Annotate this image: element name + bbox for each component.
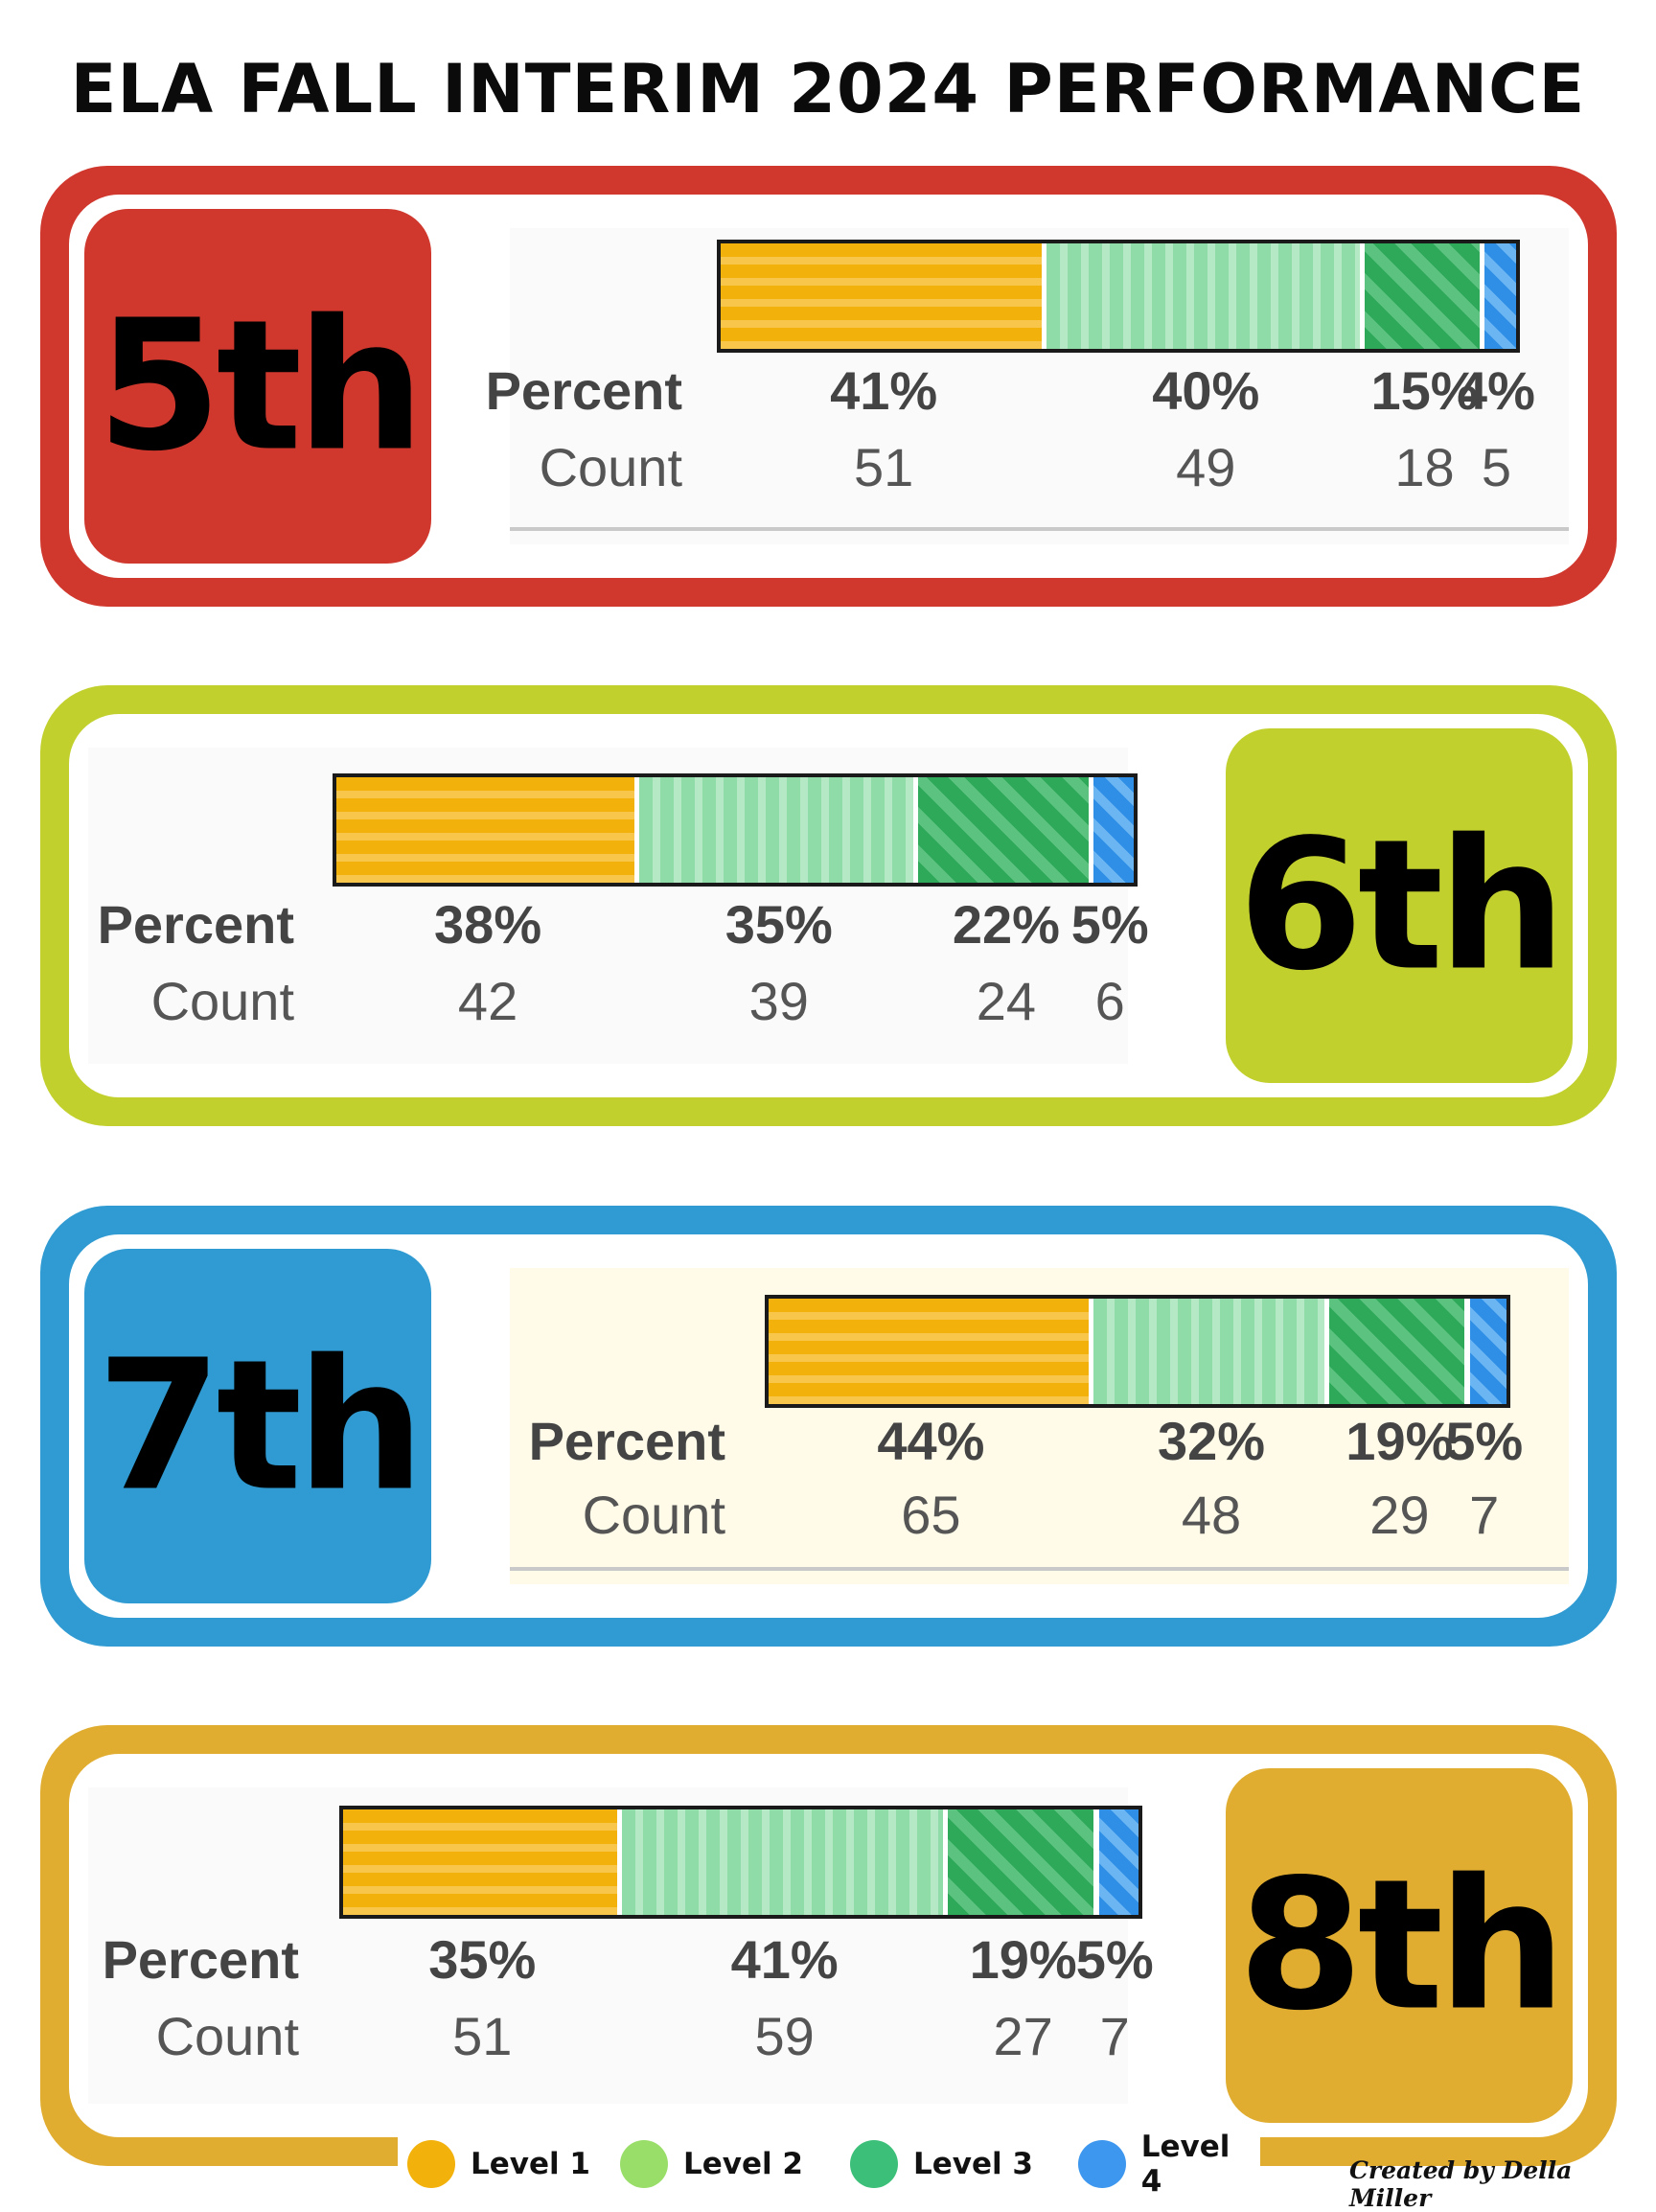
grade-6-count-level-2: 39 xyxy=(748,971,809,1031)
grade-6-percent-level-2: 35% xyxy=(724,894,833,955)
grade-8-label: 8th xyxy=(1237,1840,1567,2051)
grade-7-count-level-1: 65 xyxy=(901,1485,961,1545)
grade-8-bar-segment-level-1 xyxy=(343,1809,622,1915)
grade-5-bar-segment-level-1 xyxy=(721,243,1047,349)
legend-swatch-level-4 xyxy=(1078,2140,1126,2188)
page-title: ELA FALL INTERIM 2024 PERFORMANCE xyxy=(70,50,1586,128)
grade-5-percent-level-1: 41% xyxy=(830,360,938,421)
grade-8-bar-segment-level-3 xyxy=(947,1809,1099,1915)
grade-7-percent-level-3: 19% xyxy=(1346,1411,1454,1471)
grade-7-label: 7th xyxy=(96,1321,426,1532)
grade-8-count-label: Count xyxy=(155,2006,299,2066)
grade-5-count-level-2: 49 xyxy=(1176,437,1236,497)
grade-7-card: 7th Percent Count 44% 65 32% 48 19% 29 5% 7 xyxy=(40,1206,1617,1647)
grade-7-count-level-2: 48 xyxy=(1181,1485,1242,1545)
legend: Level 1 Level 2 Level 3 Level 4 xyxy=(398,2126,1260,2202)
grade-8-count-level-4: 7 xyxy=(1099,2006,1130,2066)
grade-8-percent-level-1: 35% xyxy=(428,1929,537,1990)
grade-5-count-level-3: 18 xyxy=(1394,437,1455,497)
grade-7-percent-level-4: 5% xyxy=(1445,1411,1524,1471)
grade-5-percent-label: Percent xyxy=(485,360,682,421)
grade-5-label: 5th xyxy=(96,281,426,492)
grade-8-bar xyxy=(339,1806,1142,1919)
grade-6-bar-segment-level-4 xyxy=(1093,777,1134,883)
grade-7-bar xyxy=(765,1295,1510,1408)
grade-7-badge: 7th xyxy=(71,1235,445,1617)
grade-8-percent-level-3: 19% xyxy=(969,1929,1077,1990)
grade-6-count-label: Count xyxy=(150,971,294,1031)
grade-6-percent-level-1: 38% xyxy=(434,894,542,955)
grade-8-count-level-3: 27 xyxy=(993,2006,1053,2066)
legend-swatch-level-1 xyxy=(407,2140,455,2188)
grade-8-bar-segment-level-4 xyxy=(1098,1809,1138,1915)
grade-6-badge: 6th xyxy=(1212,715,1586,1096)
grade-6-bar xyxy=(333,773,1138,887)
grade-5-count-level-4: 5 xyxy=(1481,437,1511,497)
legend-label-level-1: Level 1 xyxy=(471,2147,590,2181)
grade-5-badge: 5th xyxy=(71,196,445,577)
grade-8-badge: 8th xyxy=(1212,1755,1586,2136)
grade-6-count-level-3: 24 xyxy=(976,971,1037,1031)
grade-5-bar-segment-level-2 xyxy=(1046,243,1366,349)
legend-item-level-2: Level 2 xyxy=(620,2139,803,2189)
grade-7-bar-segment-level-1 xyxy=(769,1299,1093,1404)
grade-6-label: 6th xyxy=(1237,800,1567,1011)
grade-5-bar-segment-level-4 xyxy=(1484,243,1516,349)
grade-8-percent-level-4: 5% xyxy=(1075,1929,1154,1990)
grade-8-card: 8th Percent Count 35% 51 41% 59 19% 27 5% 7 xyxy=(40,1725,1617,2166)
grade-5-count-level-1: 51 xyxy=(853,437,914,497)
grade-6-bar-segment-level-1 xyxy=(336,777,640,883)
grade-7-bar-segment-level-3 xyxy=(1329,1299,1470,1404)
grade-7-count-level-3: 29 xyxy=(1369,1485,1430,1545)
grade-5-percent-level-2: 40% xyxy=(1152,360,1260,421)
grade-6-count-level-1: 42 xyxy=(457,971,518,1031)
grade-8-count-level-1: 51 xyxy=(452,2006,513,2066)
grade-8-percent-label: Percent xyxy=(102,1929,299,1990)
grade-5-bar xyxy=(717,240,1520,353)
legend-item-level-1: Level 1 xyxy=(407,2139,590,2189)
legend-swatch-level-3 xyxy=(850,2140,898,2188)
legend-label-level-4: Level 4 xyxy=(1140,2130,1230,2199)
grade-5-count-label: Count xyxy=(539,437,682,497)
legend-item-level-3: Level 3 xyxy=(850,2139,1033,2189)
grade-7-percent-level-2: 32% xyxy=(1157,1411,1266,1471)
grade-6-percent-level-3: 22% xyxy=(952,894,1060,955)
legend-item-level-4: Level 4 xyxy=(1078,2130,1260,2199)
grade-5-bar-segment-level-3 xyxy=(1365,243,1484,349)
grade-7-count-label: Count xyxy=(582,1485,725,1545)
grade-7-percent-label: Percent xyxy=(528,1411,725,1471)
grade-6-bar-segment-level-2 xyxy=(639,777,919,883)
grade-8-count-level-2: 59 xyxy=(754,2006,815,2066)
grade-6-percent-label: Percent xyxy=(97,894,294,955)
grade-6-percent-level-4: 5% xyxy=(1070,894,1149,955)
grade-7-bar-segment-level-4 xyxy=(1469,1299,1506,1404)
grade-8-percent-level-2: 41% xyxy=(730,1929,839,1990)
legend-label-level-3: Level 3 xyxy=(913,2147,1033,2181)
grade-6-bar-segment-level-3 xyxy=(918,777,1094,883)
grade-7-percent-level-1: 44% xyxy=(877,1411,985,1471)
legend-label-level-2: Level 2 xyxy=(683,2147,803,2181)
grade-7-bar-segment-level-2 xyxy=(1092,1299,1330,1404)
grade-7-count-level-4: 7 xyxy=(1469,1485,1500,1545)
grade-6-card: 6th Percent Count 38% 42 35% 39 22% 24 5% 6 xyxy=(40,685,1617,1126)
grade-8-bar-segment-level-2 xyxy=(621,1809,948,1915)
grade-6-count-level-4: 6 xyxy=(1094,971,1125,1031)
grade-5-card: 5th Percent Count 41% 51 40% 49 15% 18 4% 5 xyxy=(40,166,1617,607)
grade-5-percent-level-4: 4% xyxy=(1457,360,1535,421)
credit-signature: Created by Della Miller xyxy=(1349,2156,1573,2212)
grade-5-percent-level-3: 15% xyxy=(1370,360,1479,421)
legend-swatch-level-2 xyxy=(620,2140,668,2188)
